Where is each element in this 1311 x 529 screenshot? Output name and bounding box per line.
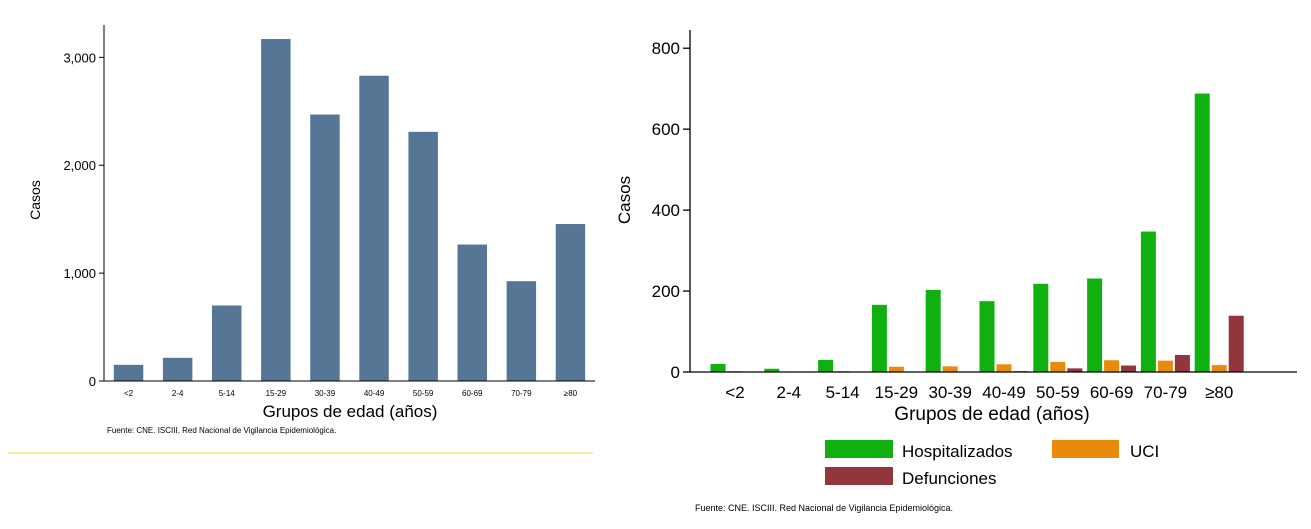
y-tick-label-600: 600	[652, 120, 680, 139]
bar-uci-60-69	[1104, 360, 1120, 372]
bar-hospitalizados-50-59	[1033, 283, 1049, 372]
x-tick-label-15-29: 15-29	[266, 389, 287, 398]
chart2-legend: Hospitalizados UCI Defunciones	[825, 440, 1159, 488]
bar-defunciones-50-59	[1067, 368, 1083, 372]
chart2-y-axis-label: Casos	[615, 176, 634, 224]
chart2-source-note: Fuente: CNE. ISCIII. Red Nacional de Vig…	[695, 503, 953, 513]
y-tick-label-200: 200	[652, 282, 680, 301]
bar-hospitalizados-ge80	[1194, 93, 1210, 372]
bar-ge80	[555, 224, 586, 381]
bar-defunciones-40-49	[1013, 371, 1029, 372]
legend-swatch-hospitalizados	[825, 440, 893, 458]
bar-defunciones-60-69	[1121, 365, 1137, 372]
x-tick-label-40-49: 40-49	[364, 389, 385, 398]
x-tick-label-50-59: 50-59	[1036, 383, 1079, 402]
bar-hospitalizados-2-4	[764, 368, 780, 372]
bar-hospitalizados-60-69	[1087, 278, 1103, 372]
bar-uci-5-14	[835, 371, 851, 372]
bar-hospitalizados-15-29	[871, 304, 887, 372]
x-tick-label-ge80: ≥80	[1205, 383, 1233, 402]
bar-uci-ge80	[1211, 365, 1227, 372]
bar-hospitalizados-lt2	[710, 363, 726, 372]
chart1-y-axis-label: Casos	[27, 180, 43, 220]
bar-uci-15-29	[888, 366, 904, 372]
x-tick-label-ge80: ≥80	[564, 389, 578, 398]
bar-uci-30-39	[942, 366, 958, 372]
chart1-source-note: Fuente: CNE. ISCIII. Red Nacional de Vig…	[107, 426, 336, 435]
bar-15-29	[261, 39, 291, 382]
x-tick-label-70-79: 70-79	[1144, 383, 1187, 402]
x-tick-label-lt2: <2	[725, 383, 744, 402]
x-tick-label-lt2: <2	[124, 389, 134, 398]
legend-label-defunciones: Defunciones	[902, 469, 997, 488]
chart2-x-axis-label: Grupos de edad (años)	[894, 404, 1089, 425]
bar-5-14	[212, 305, 242, 381]
bar-defunciones-70-79	[1174, 355, 1190, 372]
y-tick-label-1000: 1,000	[63, 266, 96, 281]
x-tick-label-30-39: 30-39	[928, 383, 971, 402]
x-tick-label-40-49: 40-49	[982, 383, 1025, 402]
bar-30-39	[310, 114, 340, 381]
x-tick-label-60-69: 60-69	[1090, 383, 1133, 402]
bar-60-69	[457, 244, 487, 381]
chart1-x-axis-label: Grupos de edad (años)	[263, 402, 438, 421]
bar-50-59	[408, 131, 438, 381]
bar-2-4	[162, 357, 193, 381]
y-tick-label-0: 0	[89, 374, 96, 389]
bar-hospitalizados-70-79	[1140, 231, 1156, 372]
x-tick-label-70-79: 70-79	[511, 389, 532, 398]
y-tick-label-800: 800	[652, 39, 680, 58]
x-tick-label-2-4: 2-4	[172, 389, 184, 398]
legend-label-hospitalizados: Hospitalizados	[902, 442, 1013, 461]
bar-hospitalizados-30-39	[925, 289, 941, 372]
bar-uci-lt2	[727, 371, 743, 372]
bar-70-79	[506, 281, 537, 381]
legend-label-uci: UCI	[1130, 442, 1159, 461]
x-tick-label-60-69: 60-69	[462, 389, 483, 398]
x-tick-label-5-14: 5-14	[219, 389, 236, 398]
x-tick-label-30-39: 30-39	[315, 389, 336, 398]
legend-swatch-defunciones	[825, 467, 893, 485]
y-tick-label-3000: 3,000	[63, 50, 96, 65]
x-tick-label-15-29: 15-29	[875, 383, 918, 402]
x-tick-label-50-59: 50-59	[413, 389, 434, 398]
bar-hospitalizados-40-49	[979, 301, 995, 372]
bar-hospitalizados-5-14	[818, 359, 834, 372]
chart-cases-by-age: 0 1,000 2,000 3,000 <2 2-4 5-14 15-29 30-39 40-4…	[8, 25, 595, 454]
y-tick-label-0: 0	[671, 363, 680, 382]
bar-uci-70-79	[1157, 360, 1173, 372]
bar-uci-40-49	[996, 364, 1012, 372]
bar-40-49	[359, 75, 389, 381]
bar-defunciones-ge80	[1228, 315, 1244, 372]
x-tick-label-5-14: 5-14	[826, 383, 860, 402]
x-tick-label-2-4: 2-4	[777, 383, 802, 402]
legend-swatch-uci	[1052, 440, 1119, 458]
y-tick-label-400: 400	[652, 201, 680, 220]
bar-uci-50-59	[1050, 361, 1066, 372]
bar-lt2	[113, 364, 144, 381]
y-tick-label-2000: 2,000	[63, 158, 96, 173]
